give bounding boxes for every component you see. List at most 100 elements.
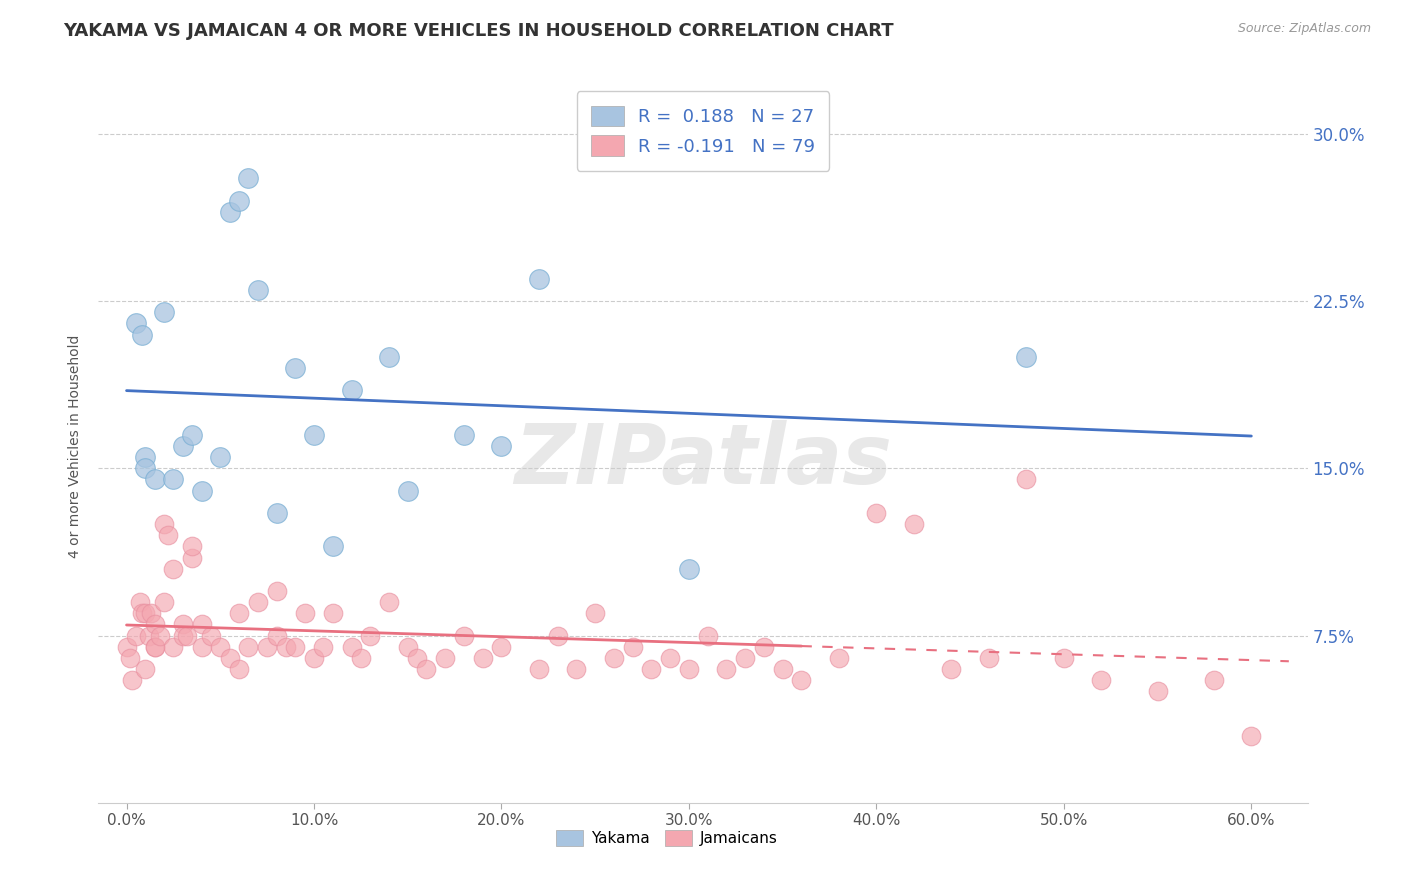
Point (378, 595, 401, 609)
Point (359, 628, 381, 642)
Point (396, 640, 419, 654)
Point (340, 640, 363, 654)
Point (378, 350, 401, 364)
Point (302, 427, 325, 442)
Point (190, 483, 212, 498)
Point (603, 651, 626, 665)
Point (547, 628, 569, 642)
Point (143, 472, 166, 486)
Point (134, 662, 156, 676)
Point (153, 595, 176, 609)
Point (772, 662, 794, 676)
Point (1090, 673, 1112, 687)
Point (228, 607, 250, 621)
Point (218, 204, 240, 219)
Point (415, 662, 437, 676)
Point (162, 472, 184, 486)
Point (527, 271, 550, 285)
Point (134, 461, 156, 475)
Point (149, 628, 172, 642)
Point (131, 607, 153, 621)
Point (565, 662, 588, 676)
Point (200, 628, 222, 642)
Point (640, 662, 662, 676)
Point (125, 316, 148, 330)
Point (790, 673, 813, 687)
Text: YAKAMA VS JAMAICAN 4 OR MORE VEHICLES IN HOUSEHOLD CORRELATION CHART: YAKAMA VS JAMAICAN 4 OR MORE VEHICLES IN… (63, 22, 894, 40)
Point (125, 628, 148, 642)
Point (266, 628, 288, 642)
Point (256, 640, 278, 654)
Point (228, 662, 250, 676)
Point (143, 640, 166, 654)
Point (1015, 350, 1038, 364)
Point (322, 539, 344, 553)
Point (527, 662, 550, 676)
Point (246, 595, 269, 609)
Y-axis label: 4 or more Vehicles in Household: 4 or more Vehicles in Household (69, 334, 83, 558)
Point (941, 662, 963, 676)
Point (471, 651, 494, 665)
Point (218, 651, 240, 665)
Point (131, 327, 153, 342)
Point (274, 640, 297, 654)
Point (1015, 472, 1038, 486)
Point (659, 651, 682, 665)
Point (302, 651, 325, 665)
Point (190, 640, 212, 654)
Point (491, 640, 513, 654)
Point (172, 439, 194, 453)
Point (266, 506, 288, 520)
Point (209, 450, 232, 464)
Point (115, 640, 138, 654)
Point (139, 607, 162, 621)
Point (153, 516, 176, 531)
Point (143, 617, 166, 632)
Point (284, 640, 307, 654)
Point (621, 640, 644, 654)
Point (156, 528, 179, 542)
Point (340, 384, 363, 398)
Text: Source: ZipAtlas.com: Source: ZipAtlas.com (1237, 22, 1371, 36)
Point (246, 283, 269, 297)
Point (134, 450, 156, 464)
Point (491, 439, 513, 453)
Point (678, 662, 700, 676)
Point (1202, 673, 1225, 687)
Point (734, 651, 756, 665)
Point (752, 640, 775, 654)
Text: ZIPatlas: ZIPatlas (515, 420, 891, 500)
Point (172, 628, 194, 642)
Point (181, 427, 204, 442)
Point (153, 305, 176, 319)
Point (294, 607, 316, 621)
Point (162, 562, 184, 576)
Point (190, 617, 212, 632)
Point (350, 651, 373, 665)
Legend: Yakama, Jamaicans: Yakama, Jamaicans (550, 824, 785, 852)
Point (1146, 684, 1168, 698)
Point (453, 628, 475, 642)
Point (865, 506, 887, 520)
Point (238, 640, 260, 654)
Point (828, 651, 851, 665)
Point (128, 595, 150, 609)
Point (583, 607, 606, 621)
Point (1053, 651, 1076, 665)
Point (121, 673, 143, 687)
Point (134, 607, 156, 621)
Point (696, 628, 718, 642)
Point (228, 194, 250, 208)
Point (162, 640, 184, 654)
Point (322, 607, 344, 621)
Point (209, 640, 232, 654)
Point (138, 628, 160, 642)
Point (181, 550, 204, 565)
Point (396, 483, 419, 498)
Point (176, 628, 198, 642)
Point (120, 651, 142, 665)
Point (181, 539, 204, 553)
Point (1240, 729, 1263, 743)
Point (903, 516, 925, 531)
Point (143, 640, 166, 654)
